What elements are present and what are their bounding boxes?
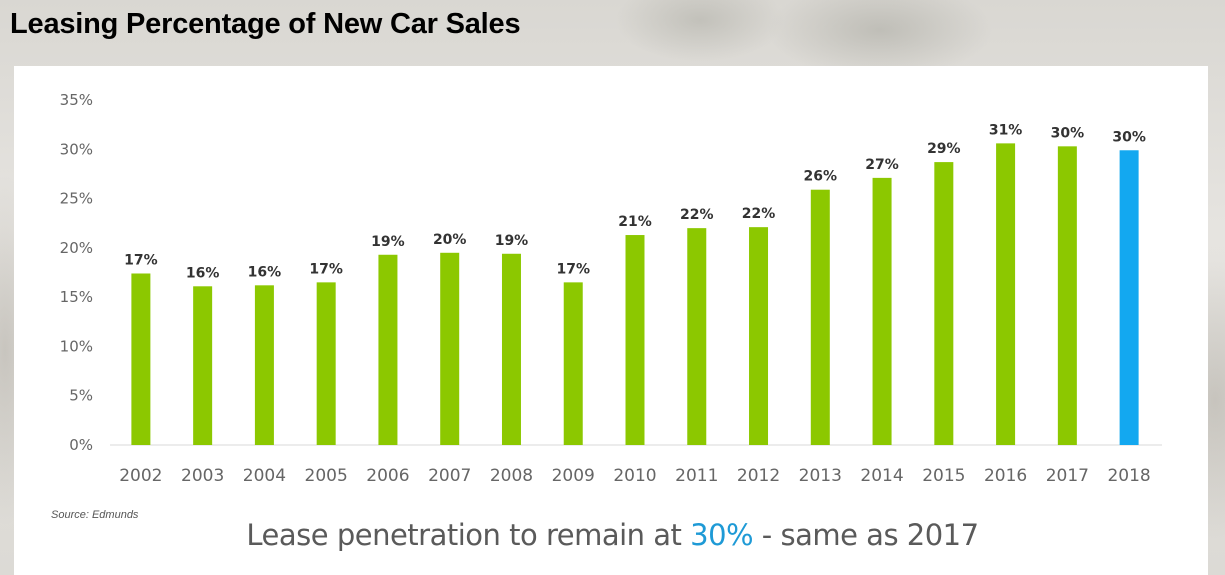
x-tick-label: 2017: [1046, 466, 1089, 486]
data-label: 17%: [124, 252, 158, 268]
bar-2013: [810, 189, 830, 445]
bar-2017: [1057, 146, 1077, 446]
y-tick-label: 30%: [60, 140, 93, 158]
bar-2016: [996, 143, 1016, 445]
x-tick-label: 2013: [799, 466, 842, 486]
data-labels: 17% 16% 16% 17% 19% 20% 19% 17% 21% 22% 22% 26% 27% 2…: [124, 122, 1146, 281]
caption-text-after: - same as 2017: [753, 518, 979, 552]
data-label: 16%: [186, 265, 220, 281]
chart-caption: Lease penetration to remain at 30% - sam…: [0, 518, 1225, 552]
page-title: Leasing Percentage of New Car Sales: [10, 8, 521, 40]
y-tick-label: 5%: [69, 387, 93, 405]
x-tick-label: 2014: [860, 466, 903, 486]
y-tick-label: 0%: [69, 436, 93, 454]
x-tick-label: 2005: [305, 466, 348, 486]
y-tick-label: 20%: [60, 239, 93, 257]
bar-2002: [131, 273, 151, 445]
x-tick-label: 2003: [181, 466, 224, 486]
bar-2011: [687, 228, 707, 445]
y-tick-label: 15%: [60, 288, 93, 306]
bar-2003: [193, 286, 213, 445]
y-tick-label: 25%: [60, 190, 93, 208]
x-tick-label: 2018: [1107, 466, 1150, 486]
data-label: 16%: [248, 264, 282, 280]
data-label: 21%: [618, 214, 652, 230]
bar-2004: [254, 285, 274, 445]
x-tick-label: 2006: [366, 466, 409, 486]
data-label: 19%: [371, 234, 405, 250]
y-axis: 0% 5% 10% 15% 20% 25% 30% 35%: [60, 91, 93, 454]
source-note: Source: Edmunds: [51, 509, 139, 521]
x-tick-label: 2015: [922, 466, 965, 486]
bar-2009: [563, 282, 583, 445]
bar-2012: [749, 227, 769, 445]
data-label: 17%: [309, 261, 343, 277]
bar-2007: [440, 252, 460, 445]
bar-2015: [934, 162, 954, 445]
bars: [131, 143, 1139, 446]
caption-text-before: Lease penetration to remain at: [246, 518, 691, 552]
data-label: 22%: [680, 207, 714, 223]
data-label: 20%: [433, 232, 467, 248]
data-label: 19%: [495, 233, 529, 249]
bar-2018: [1119, 150, 1139, 445]
x-tick-label: 2007: [428, 466, 471, 486]
y-tick-label: 35%: [60, 91, 93, 109]
bar-2006: [378, 254, 398, 445]
x-tick-label: 2011: [675, 466, 718, 486]
bar-2005: [316, 282, 336, 445]
bar-2008: [501, 253, 521, 445]
x-axis: 2002 2003 2004 2005 2006 2007 2008 2009 2010 2011…: [119, 466, 1151, 486]
data-label: 17%: [556, 261, 590, 277]
data-label: 30%: [1051, 125, 1085, 141]
data-label: 26%: [804, 169, 838, 185]
x-tick-label: 2004: [243, 466, 286, 486]
data-label: 31%: [989, 122, 1023, 138]
y-tick-label: 10%: [60, 337, 93, 355]
data-label: 30%: [1112, 129, 1146, 145]
data-label: 27%: [865, 157, 899, 173]
x-tick-label: 2008: [490, 466, 533, 486]
bar-2014: [872, 177, 892, 445]
x-tick-label: 2016: [984, 466, 1027, 486]
bar-2010: [625, 235, 645, 445]
x-tick-label: 2009: [552, 466, 595, 486]
x-tick-label: 2010: [613, 466, 656, 486]
data-label: 29%: [927, 141, 961, 157]
caption-highlight: 30%: [690, 518, 754, 552]
x-tick-label: 2002: [119, 466, 162, 486]
data-label: 22%: [742, 206, 776, 222]
x-tick-label: 2012: [737, 466, 780, 486]
